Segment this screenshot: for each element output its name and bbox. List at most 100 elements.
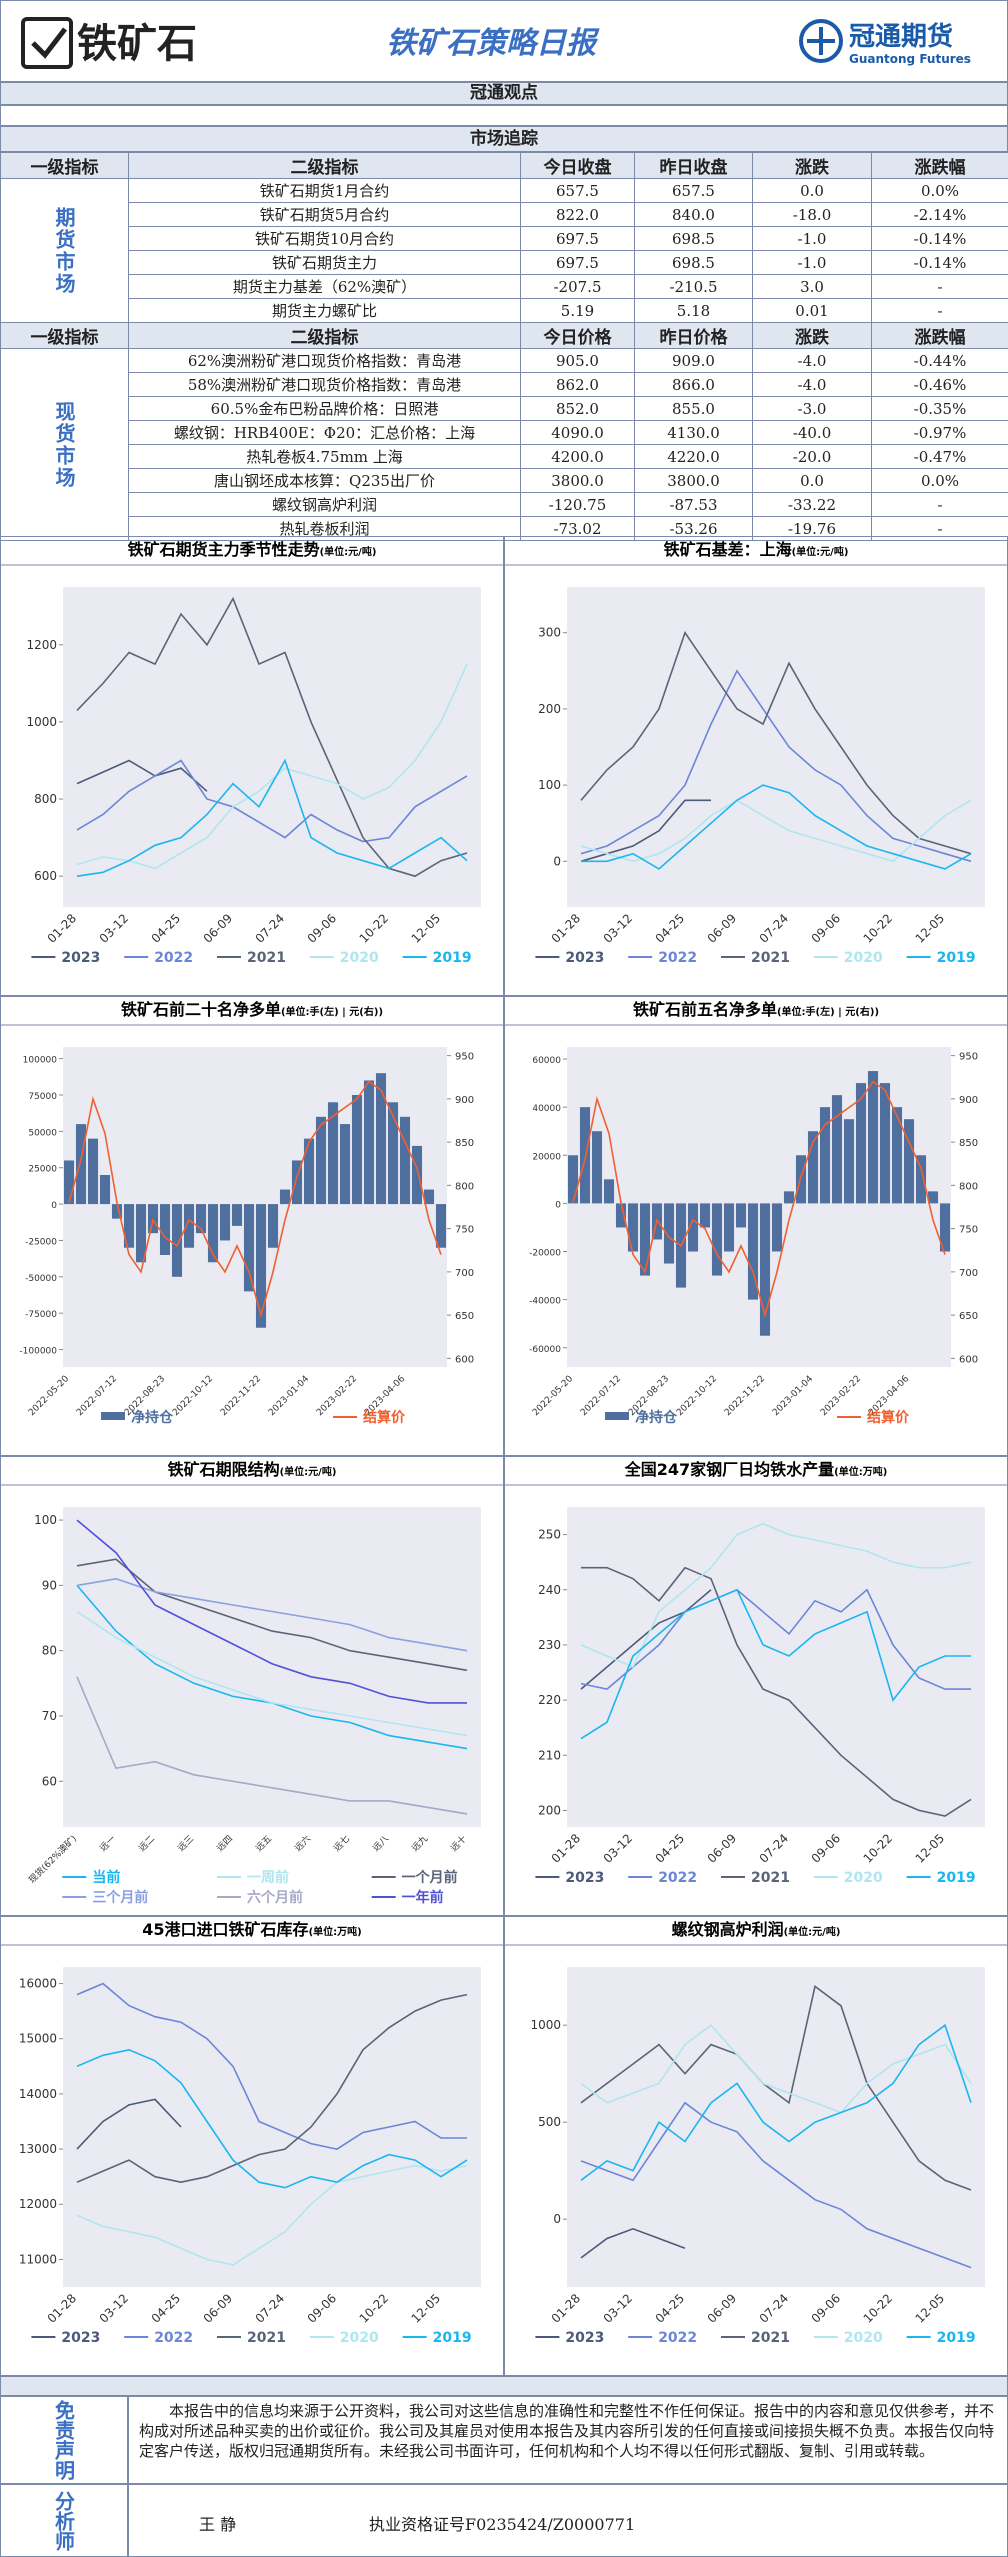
x-tick-label: 04-25 — [149, 911, 184, 946]
x-tick-label: 04-25 — [653, 911, 688, 946]
x-tick-label: 远二 — [137, 1833, 158, 1854]
table-cell: 铁矿石期货10月合约 — [128, 226, 521, 251]
y-tick-label: 20000 — [532, 1152, 561, 1162]
legend-label: 2023 — [61, 2330, 100, 2346]
series-line — [580, 669, 972, 863]
bar — [735, 1203, 747, 1228]
header-cell: 二级指标 — [128, 152, 521, 179]
x-tick-label: 远四 — [215, 1833, 236, 1854]
chart-unit: (单位:元/吨) — [280, 1465, 337, 1478]
bar — [255, 1204, 267, 1328]
bar — [195, 1204, 207, 1234]
y-tick-label: 80 — [42, 1644, 57, 1658]
table-cell: -0.47% — [871, 444, 1008, 469]
table-cell: -0.35% — [871, 396, 1008, 421]
y-tick-label: 11000 — [19, 2252, 57, 2266]
bar — [639, 1203, 651, 1276]
header-cell: 今日收盘 — [520, 152, 635, 179]
table-cell: -1.0 — [752, 250, 872, 275]
bar — [699, 1203, 711, 1228]
bar — [435, 1204, 447, 1248]
logo-check — [31, 27, 67, 59]
x-tick-label: 09-06 — [809, 1831, 844, 1866]
chart-unit: (单位:手(左) | 元(右)) — [281, 1005, 383, 1018]
bar — [867, 1071, 879, 1204]
bar — [99, 1175, 111, 1205]
table-cell: 螺纹钢高炉利润 — [128, 492, 521, 517]
legend-label: 2020 — [844, 2330, 883, 2346]
series-line — [76, 759, 208, 792]
x-tick-label: 2023-02-22 — [315, 1374, 359, 1418]
table-cell: 840.0 — [634, 202, 753, 227]
y-tick-label: 100 — [34, 1513, 57, 1527]
logo-icon — [21, 17, 73, 69]
x-tick-label: 01-28 — [549, 1831, 584, 1866]
y-tick-label: 1000 — [26, 715, 57, 729]
series-line — [572, 1080, 946, 1319]
y-tick-label: 300 — [538, 626, 561, 640]
table-row: 现货市场 62%澳洲粉矿港口现货价格指数：青岛港 905.0 909.0 -4.0 -0.… — [0, 348, 1008, 541]
analyst-box: 王 静 执业资格证号F0235424/Z0000771 — [128, 2484, 1008, 2557]
y2-tick-label: 650 — [455, 1311, 474, 1322]
x-tick-label: 01-28 — [549, 911, 584, 946]
series-line — [580, 1589, 712, 1690]
table-cell: 852.0 — [520, 396, 635, 421]
chart-title: 铁矿石期限结构(单位:元/吨) — [168, 1460, 337, 1479]
legend-swatch — [101, 1412, 125, 1420]
header: 铁矿石 铁矿石策略日报 冠通期货 Guantong Futures — [0, 0, 1008, 82]
plot-area — [63, 587, 481, 907]
table-cell: 657.5 — [634, 178, 753, 203]
series-line — [76, 1558, 468, 1672]
bar — [327, 1102, 339, 1205]
bar — [723, 1203, 735, 1252]
chart-title: 铁矿石前五名净多单(单位:手(左) | 元(右)) — [633, 1000, 879, 1019]
chart-title-text: 铁矿石前二十名净多单 — [121, 1000, 281, 1019]
bar — [123, 1204, 135, 1248]
legend-label: 净持仓 — [131, 1409, 174, 1426]
y-tick-label: 40000 — [532, 1104, 561, 1114]
table-cell: 铁矿石期货5月合约 — [128, 202, 521, 227]
table-cell: 697.5 — [520, 250, 635, 275]
chart-panel: 45港口进口铁矿石库存(单位:万吨) 11000 12000 13000 14000 15… — [0, 1916, 505, 2376]
chart-title-text: 铁矿石期限结构 — [168, 1460, 280, 1479]
company-logo-mark — [807, 27, 835, 55]
legend-label: 2023 — [61, 950, 100, 966]
tracking-bar: 市场追踪 — [0, 126, 1008, 152]
bar — [687, 1203, 699, 1252]
bar — [879, 1083, 891, 1204]
legend-label: 2020 — [844, 950, 883, 966]
x-tick-label: 04-25 — [653, 2291, 688, 2326]
legend-label: 2023 — [565, 1870, 604, 1886]
x-tick-label: 01-28 — [45, 911, 80, 946]
table-cell: 4220.0 — [634, 444, 753, 469]
series-line — [581, 784, 972, 870]
chart-title-text: 45港口进口铁矿石库存 — [142, 1920, 308, 1939]
series-line — [580, 1985, 972, 2191]
bar — [615, 1203, 627, 1228]
bar — [63, 1160, 75, 1205]
y2-tick-label: 600 — [959, 1354, 978, 1365]
bar — [567, 1155, 579, 1204]
table-row: 螺纹钢高炉利润 -120.75 -87.53 -33.22- — [1, 492, 1008, 517]
x-tick-label: 03-12 — [97, 2291, 132, 2326]
legend-label: 2019 — [937, 2330, 976, 2346]
logo-text: 铁矿石 — [77, 21, 197, 67]
table-cell: - — [871, 298, 1008, 323]
y2-tick-label: 800 — [455, 1181, 474, 1192]
table-cell: 0.01 — [752, 298, 872, 323]
y-tick-label: 200 — [538, 702, 561, 716]
chart-panel: 铁矿石期货主力季节性走势(单位:元/吨) 600 800 1000 1200 01-28 0… — [0, 536, 505, 996]
table-cell: 0.0% — [871, 178, 1008, 203]
y-tick-label: 13000 — [19, 2142, 57, 2156]
header-cell: 涨跌 — [752, 322, 872, 349]
y2-tick-label: 950 — [455, 1052, 474, 1063]
series-line — [580, 2227, 686, 2259]
bar — [747, 1203, 759, 1300]
y-tick-label: 0 — [553, 854, 561, 868]
series-line — [76, 596, 468, 878]
legend-label: 2023 — [565, 950, 604, 966]
table-cell: -4.0 — [752, 348, 872, 373]
table-cell: 3.0 — [752, 274, 872, 299]
y2-tick-label: 750 — [455, 1225, 474, 1236]
table-cell: -20.0 — [752, 444, 872, 469]
